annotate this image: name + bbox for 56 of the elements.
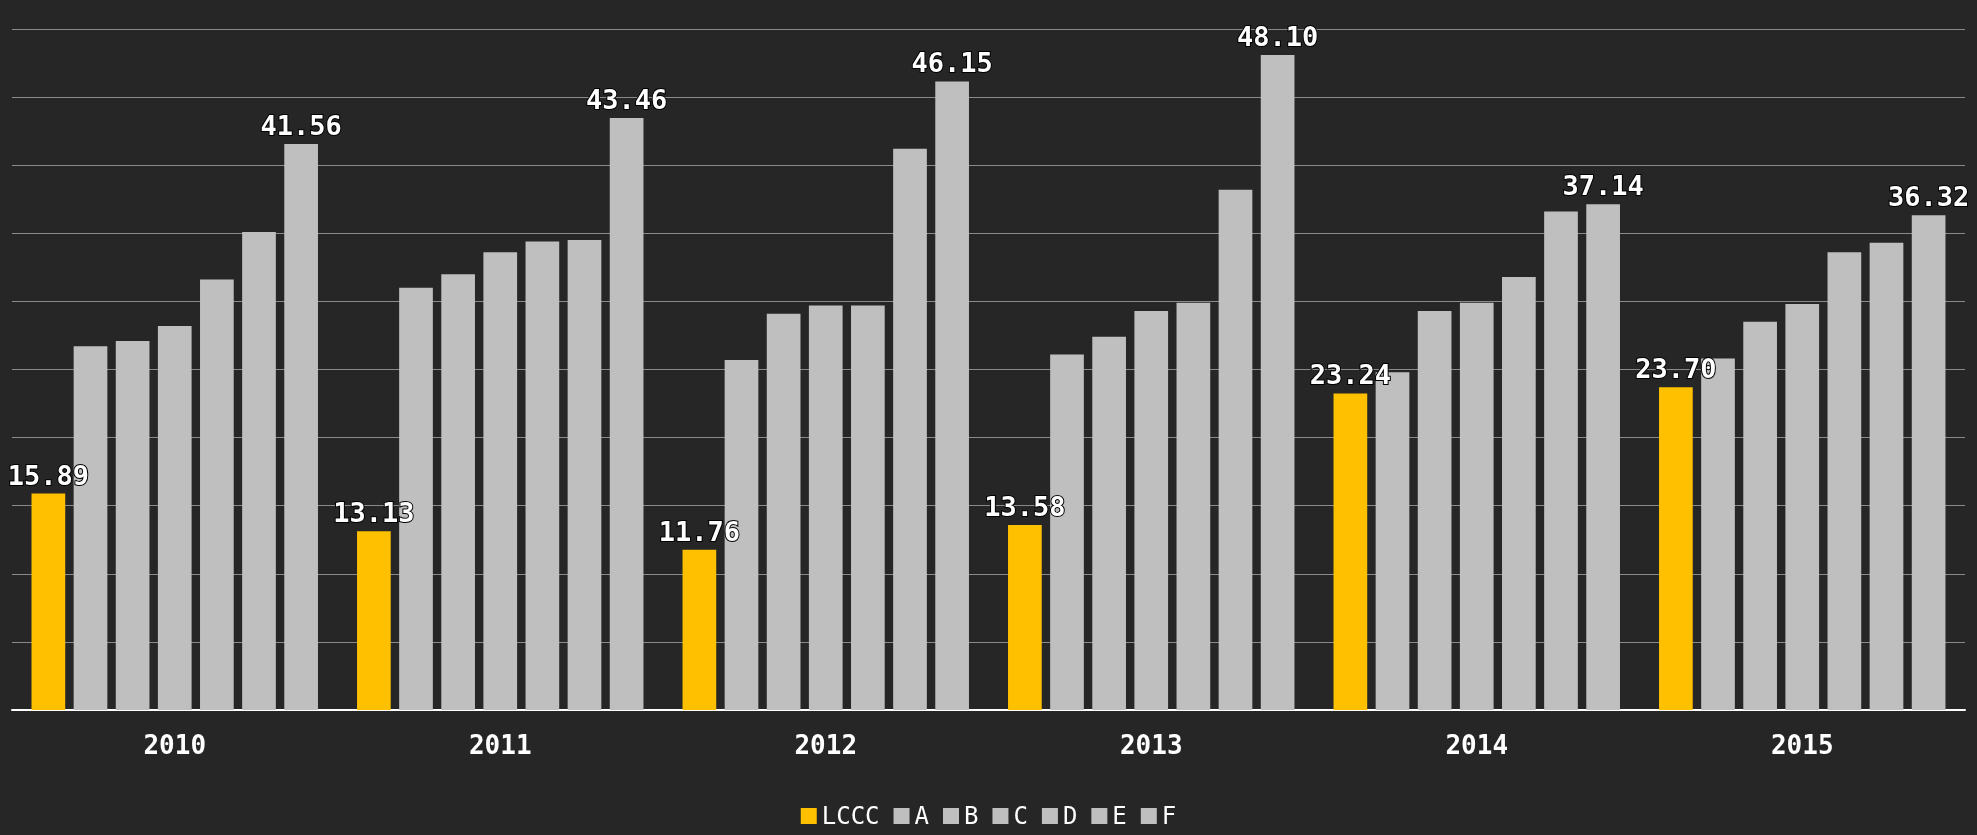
bar: [357, 531, 391, 710]
bar: [766, 313, 801, 710]
legend-label: A: [914, 802, 930, 830]
bar: [483, 252, 518, 710]
bar: [1092, 336, 1126, 710]
bar: [1459, 302, 1494, 710]
bar: [1008, 525, 1042, 710]
bar: [1743, 321, 1777, 710]
bar: [1502, 276, 1536, 710]
legend-label: C: [1013, 802, 1028, 830]
bar: [1176, 302, 1211, 710]
x-tick-label: 2010: [143, 730, 207, 760]
bar: [893, 148, 927, 710]
bar: [609, 118, 644, 710]
data-label: 37.14: [1562, 170, 1644, 202]
bar: [1544, 211, 1578, 710]
bar: [935, 81, 969, 710]
data-label: 43.46: [585, 84, 668, 116]
bar: [1218, 189, 1253, 710]
bar: [200, 279, 234, 710]
data-label: 41.56: [260, 109, 342, 141]
bar: [1333, 393, 1368, 710]
bar: [567, 240, 602, 710]
legend-label: E: [1112, 802, 1127, 830]
bar: [1911, 215, 1946, 710]
x-tick-label: 2013: [1119, 730, 1183, 760]
legend-label: LCCC: [821, 802, 880, 830]
x-tick-label: 2012: [794, 730, 858, 760]
bar: [1586, 204, 1620, 710]
bar: [1260, 54, 1295, 710]
data-label: 48.10: [1236, 20, 1319, 52]
bar: [851, 305, 885, 710]
data-label: 36.32: [1887, 181, 1970, 213]
bar: [1417, 310, 1452, 710]
bar: [115, 340, 150, 710]
bar: [1827, 252, 1862, 710]
bar: [284, 143, 318, 710]
bar: [441, 274, 475, 710]
bar: [31, 493, 66, 710]
legend-label: F: [1161, 802, 1177, 830]
bar: [1785, 304, 1820, 710]
bar: [1869, 242, 1904, 710]
x-tick-label: 2011: [468, 730, 532, 760]
bar: [1134, 310, 1169, 710]
bar: [242, 231, 276, 710]
x-tick-label: 2014: [1445, 730, 1509, 760]
legend-label: D: [1062, 802, 1078, 830]
data-label: 23.24: [1309, 359, 1392, 391]
bar: [525, 241, 560, 710]
x-tick-label: 2015: [1770, 730, 1834, 760]
bar: [1659, 387, 1693, 710]
bar: [808, 305, 843, 710]
legend-label: B: [964, 802, 979, 830]
data-label: 46.15: [911, 47, 993, 79]
bar: [157, 325, 192, 710]
bar: [682, 549, 717, 710]
